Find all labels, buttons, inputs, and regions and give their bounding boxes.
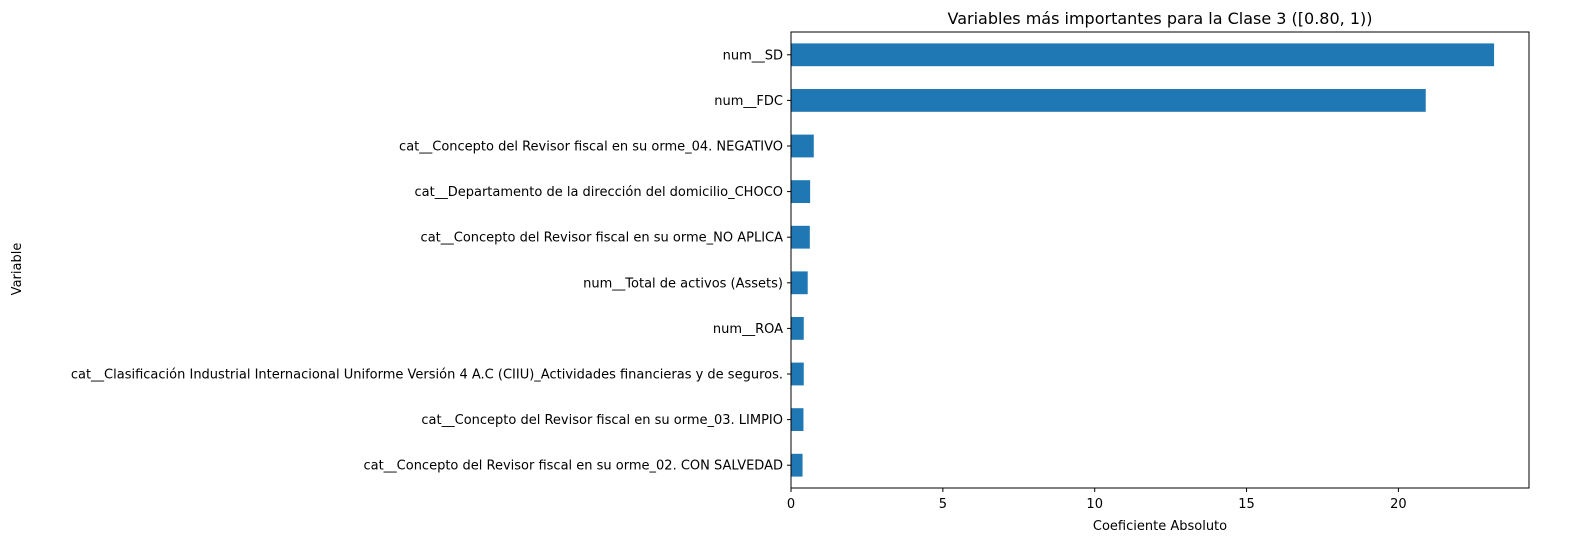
- chart-title: Variables más importantes para la Clase …: [948, 9, 1373, 28]
- bar: [791, 453, 803, 477]
- x-tick-label: 0: [787, 497, 795, 512]
- y-tick-label: cat__Concepto del Revisor fiscal en su o…: [421, 231, 784, 246]
- bar: [791, 134, 814, 158]
- x-axis-label: Coeficiente Absoluto: [1093, 519, 1227, 534]
- x-tick-label: 20: [1390, 497, 1407, 512]
- y-tick-label: cat__Concepto del Revisor fiscal en su o…: [363, 459, 783, 474]
- bar: [791, 362, 804, 386]
- y-tick-label: cat__Departamento de la dirección del do…: [415, 185, 783, 200]
- bar: [791, 43, 1495, 67]
- x-ticks-group: 0 5 10 15 20: [787, 488, 1407, 512]
- y-tick-label: cat__Clasificación Industrial Internacio…: [71, 368, 783, 383]
- x-tick-label: 5: [939, 497, 947, 512]
- y-tick-label: num__Total de activos (Assets): [583, 276, 783, 291]
- bar: [791, 89, 1426, 112]
- y-tick-label: num__FDC: [714, 94, 783, 109]
- y-tick-label: num__SD: [723, 48, 783, 63]
- y-tick-label: num__ROA: [713, 322, 783, 337]
- bar: [791, 271, 808, 295]
- bar: [791, 225, 810, 249]
- bars-group: [791, 43, 1495, 477]
- x-tick-label: 15: [1238, 497, 1255, 512]
- bar: [791, 317, 804, 340]
- x-tick-label: 10: [1086, 497, 1103, 512]
- bar: [791, 408, 804, 431]
- y-ticks-group: num__SD num__FDC cat__Concepto del Revisor…: [71, 48, 791, 474]
- y-tick-label: cat__Concepto del Revisor fiscal en su o…: [421, 413, 783, 428]
- y-axis-label: Variable: [10, 243, 25, 296]
- y-tick-label: cat__Concepto del Revisor fiscal en su o…: [399, 140, 783, 155]
- bar: [791, 180, 811, 203]
- plot-frame: [790, 31, 1530, 489]
